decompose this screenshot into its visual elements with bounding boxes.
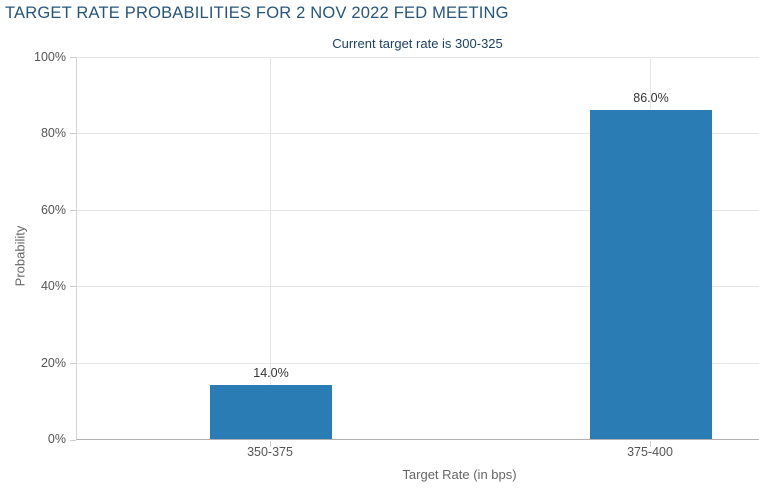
y-tick-label-20: 20% xyxy=(40,356,66,370)
bar-column-350-375: 14.0% xyxy=(210,366,332,439)
chart-subtitle: Current target rate is 300-325 xyxy=(332,36,503,51)
x-tick-mark xyxy=(650,441,651,447)
y-tick-mark xyxy=(70,363,76,364)
chart-title: TARGET RATE PROBABILITIES FOR 2 NOV 2022… xyxy=(5,4,509,22)
y-tick-label-0: 0% xyxy=(47,432,66,446)
gridline-horizontal xyxy=(77,286,759,287)
gridline-horizontal xyxy=(77,363,759,364)
bar-column-375-400: 86.0% xyxy=(590,91,712,439)
y-axis-title: Probability xyxy=(12,225,28,287)
y-tick-mark xyxy=(70,210,76,211)
x-tick-mark xyxy=(270,441,271,447)
y-tick-mark xyxy=(70,286,76,287)
bar-value-label: 14.0% xyxy=(253,366,289,381)
x-tick-label-375-400: 375-400 xyxy=(627,445,673,459)
gridline-horizontal xyxy=(77,57,759,58)
bar-350-375 xyxy=(210,385,332,439)
x-axis-title: Target Rate (in bps) xyxy=(402,467,517,482)
y-tick-label-100: 100% xyxy=(34,50,66,64)
y-tick-label-40: 40% xyxy=(40,279,66,293)
plot-area: 14.0% 86.0% xyxy=(76,57,759,440)
y-tick-mark xyxy=(70,57,76,58)
gridline-horizontal xyxy=(77,133,759,134)
y-tick-label-60: 60% xyxy=(40,203,66,217)
gridline-vertical xyxy=(270,57,271,439)
gridline-horizontal xyxy=(77,210,759,211)
bar-value-label: 86.0% xyxy=(633,90,669,105)
bar-375-400 xyxy=(590,109,712,439)
y-tick-mark xyxy=(70,133,76,134)
y-tick-mark xyxy=(70,440,76,441)
x-tick-label-350-375: 350-375 xyxy=(247,445,293,459)
y-tick-label-80: 80% xyxy=(40,126,66,140)
